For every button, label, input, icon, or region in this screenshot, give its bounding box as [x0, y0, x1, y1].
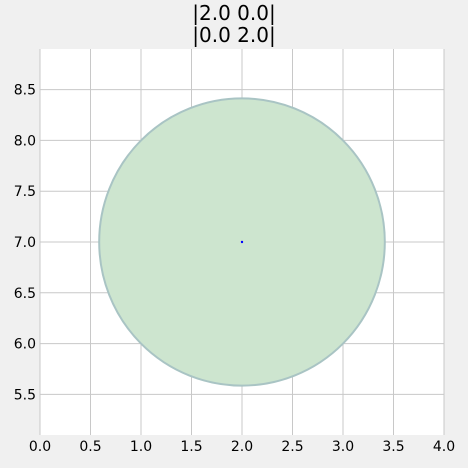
x-tick-label: 0.5: [79, 439, 101, 455]
data-point: [240, 240, 244, 244]
x-tick-label: 1.0: [130, 439, 152, 455]
y-tick-label: 6.0: [14, 337, 36, 353]
y-tick-label: 8.5: [14, 83, 36, 99]
chart-title-line-2: |0.0 2.0|: [192, 23, 276, 47]
x-tick-label: 3.5: [382, 439, 404, 455]
x-tick-label: 2.5: [281, 439, 303, 455]
x-tick-label: 4.0: [433, 439, 455, 455]
y-tick-label: 6.5: [14, 286, 36, 302]
x-tick-label: 3.0: [332, 439, 354, 455]
y-tick-label: 8.0: [14, 133, 36, 149]
y-tick-label: 7.0: [14, 235, 36, 251]
chart-title-line-1: |2.0 0.0|: [192, 1, 276, 25]
x-tick-label: 1.5: [180, 439, 202, 455]
y-tick-label: 7.5: [14, 184, 36, 200]
y-tick-label: 5.5: [14, 387, 36, 403]
x-tick-label: 0.0: [29, 439, 51, 455]
x-tick-label: 2.0: [231, 439, 253, 455]
